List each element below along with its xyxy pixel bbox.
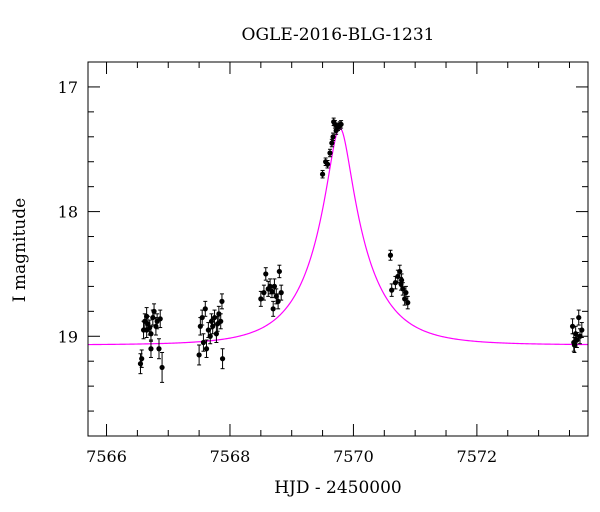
data-point bbox=[219, 298, 225, 304]
data-point bbox=[219, 356, 226, 362]
data-point bbox=[270, 306, 276, 312]
data-point bbox=[153, 323, 159, 329]
data-point bbox=[218, 318, 224, 324]
data-point bbox=[213, 331, 219, 337]
x-axis-label: HJD - 2450000 bbox=[274, 478, 402, 498]
model-curve bbox=[88, 127, 589, 346]
data-point bbox=[156, 346, 162, 352]
x-tick-label: 7570 bbox=[333, 447, 374, 466]
data-point bbox=[200, 339, 207, 346]
data-point bbox=[157, 316, 163, 322]
data-point bbox=[271, 283, 278, 289]
data-point bbox=[405, 300, 411, 306]
data-point bbox=[258, 296, 264, 302]
data-point bbox=[202, 306, 208, 312]
data-point bbox=[148, 331, 154, 337]
data-point bbox=[398, 281, 404, 287]
plot-frame bbox=[87, 61, 589, 437]
data-point bbox=[263, 271, 269, 277]
data-point bbox=[273, 293, 279, 299]
data-point bbox=[392, 280, 399, 286]
data-point bbox=[338, 121, 344, 127]
y-tick-label: 19 bbox=[58, 327, 78, 346]
data-point bbox=[324, 161, 331, 167]
data-point bbox=[137, 361, 144, 367]
data-point bbox=[276, 268, 282, 275]
data-point bbox=[569, 323, 576, 329]
data-point bbox=[389, 287, 395, 293]
x-tick-label: 7566 bbox=[86, 447, 127, 466]
y-tick-label: 18 bbox=[58, 203, 78, 222]
data-point bbox=[571, 342, 578, 348]
data-point bbox=[397, 268, 403, 275]
data-point bbox=[211, 314, 218, 321]
x-tick-label: 7572 bbox=[457, 447, 498, 466]
data-point bbox=[330, 134, 336, 140]
data-point bbox=[275, 298, 281, 304]
data-point bbox=[159, 364, 165, 371]
y-axis-label: I magnitude bbox=[10, 198, 30, 302]
data-point bbox=[148, 346, 154, 352]
data-point bbox=[261, 290, 267, 296]
data-point bbox=[207, 333, 213, 339]
data-point bbox=[269, 288, 275, 294]
data-point bbox=[574, 337, 580, 343]
data-point bbox=[329, 140, 335, 146]
chart-title: OGLE-2016-BLG-1231 bbox=[242, 25, 435, 45]
data-point bbox=[196, 352, 202, 358]
data-point bbox=[327, 150, 333, 156]
x-tick-label: 7568 bbox=[210, 447, 251, 466]
y-tick-label: 17 bbox=[58, 78, 78, 97]
data-point bbox=[139, 356, 145, 362]
data-point bbox=[278, 290, 284, 296]
data-point bbox=[144, 327, 150, 333]
data-point bbox=[151, 308, 157, 314]
data-point bbox=[403, 290, 409, 296]
plot-area: 7566 7568 7570 7572 17 18 19 bbox=[58, 61, 589, 466]
data-point bbox=[387, 252, 394, 258]
data-point bbox=[203, 346, 210, 352]
data-point bbox=[319, 171, 326, 177]
data-point bbox=[579, 327, 585, 333]
data-point bbox=[199, 314, 205, 321]
data-point bbox=[576, 314, 582, 321]
